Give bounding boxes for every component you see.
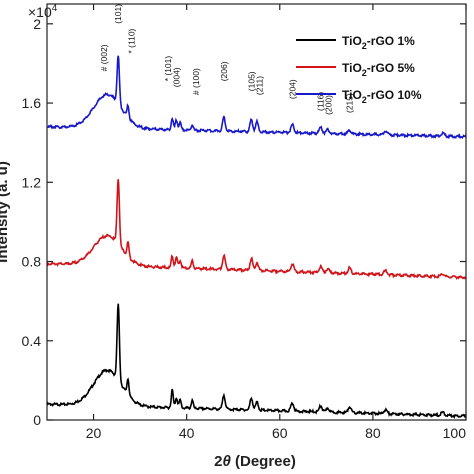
legend-label-1: TiO2-rGO 1%	[342, 34, 415, 51]
y-tick-label: 0.8	[22, 254, 42, 270]
peak-label: * (110)	[127, 28, 137, 53]
peak-label: # (100)	[191, 68, 201, 95]
y-tick-label: 0.4	[22, 333, 42, 349]
peak-label: (101)	[113, 4, 123, 24]
series-layer	[46, 55, 467, 420]
series-line-2	[46, 179, 467, 281]
peak-label: (206)	[219, 61, 229, 81]
x-tick-label: 40	[179, 425, 195, 441]
peak-label: (204)	[287, 79, 297, 99]
legend-label-2: TiO2-rGO 5%	[342, 61, 415, 78]
series-line-3	[46, 55, 467, 140]
x-tick-label: 60	[272, 425, 288, 441]
y-tick-label: 1.2	[22, 174, 42, 190]
peak-label: (116)	[316, 92, 326, 111]
peak-label: (105)	[246, 71, 256, 91]
x-tick-label: 100	[443, 425, 467, 441]
y-tick-label: 0	[33, 412, 41, 428]
peak-label: (004)	[171, 67, 181, 87]
x-axis-label: 2θ (Degree)	[214, 453, 296, 470]
axes-layer: 20 40 60 80 100 0 0.4 0.8 1.2 1.6 2	[22, 3, 467, 441]
y-tick-label: 1.6	[22, 95, 42, 111]
peak-label: (211)	[254, 76, 264, 95]
axes-frame	[46, 3, 467, 421]
annotation-layer: # (002) (101) * (110) * (101)(004) # (100) (2…	[99, 4, 355, 115]
x-tick-label: 80	[365, 425, 381, 441]
y-multiplier: ×104	[28, 3, 58, 20]
x-tick-label: 20	[86, 425, 102, 441]
series-line-1	[46, 303, 467, 420]
peak-label: (215)	[345, 93, 355, 113]
legend-label-3: TiO2-rGO 10%	[342, 88, 422, 105]
peak-label: * (101)	[163, 56, 173, 82]
y-axis-label: Intensity (a. u)	[0, 161, 11, 263]
peak-label: (200)	[324, 95, 334, 115]
peak-label: # (002)	[99, 44, 109, 71]
y-tick-label: 2	[33, 16, 41, 32]
legend: TiO2-rGO 1% TiO2-rGO 5% TiO2-rGO 10%	[296, 34, 422, 105]
